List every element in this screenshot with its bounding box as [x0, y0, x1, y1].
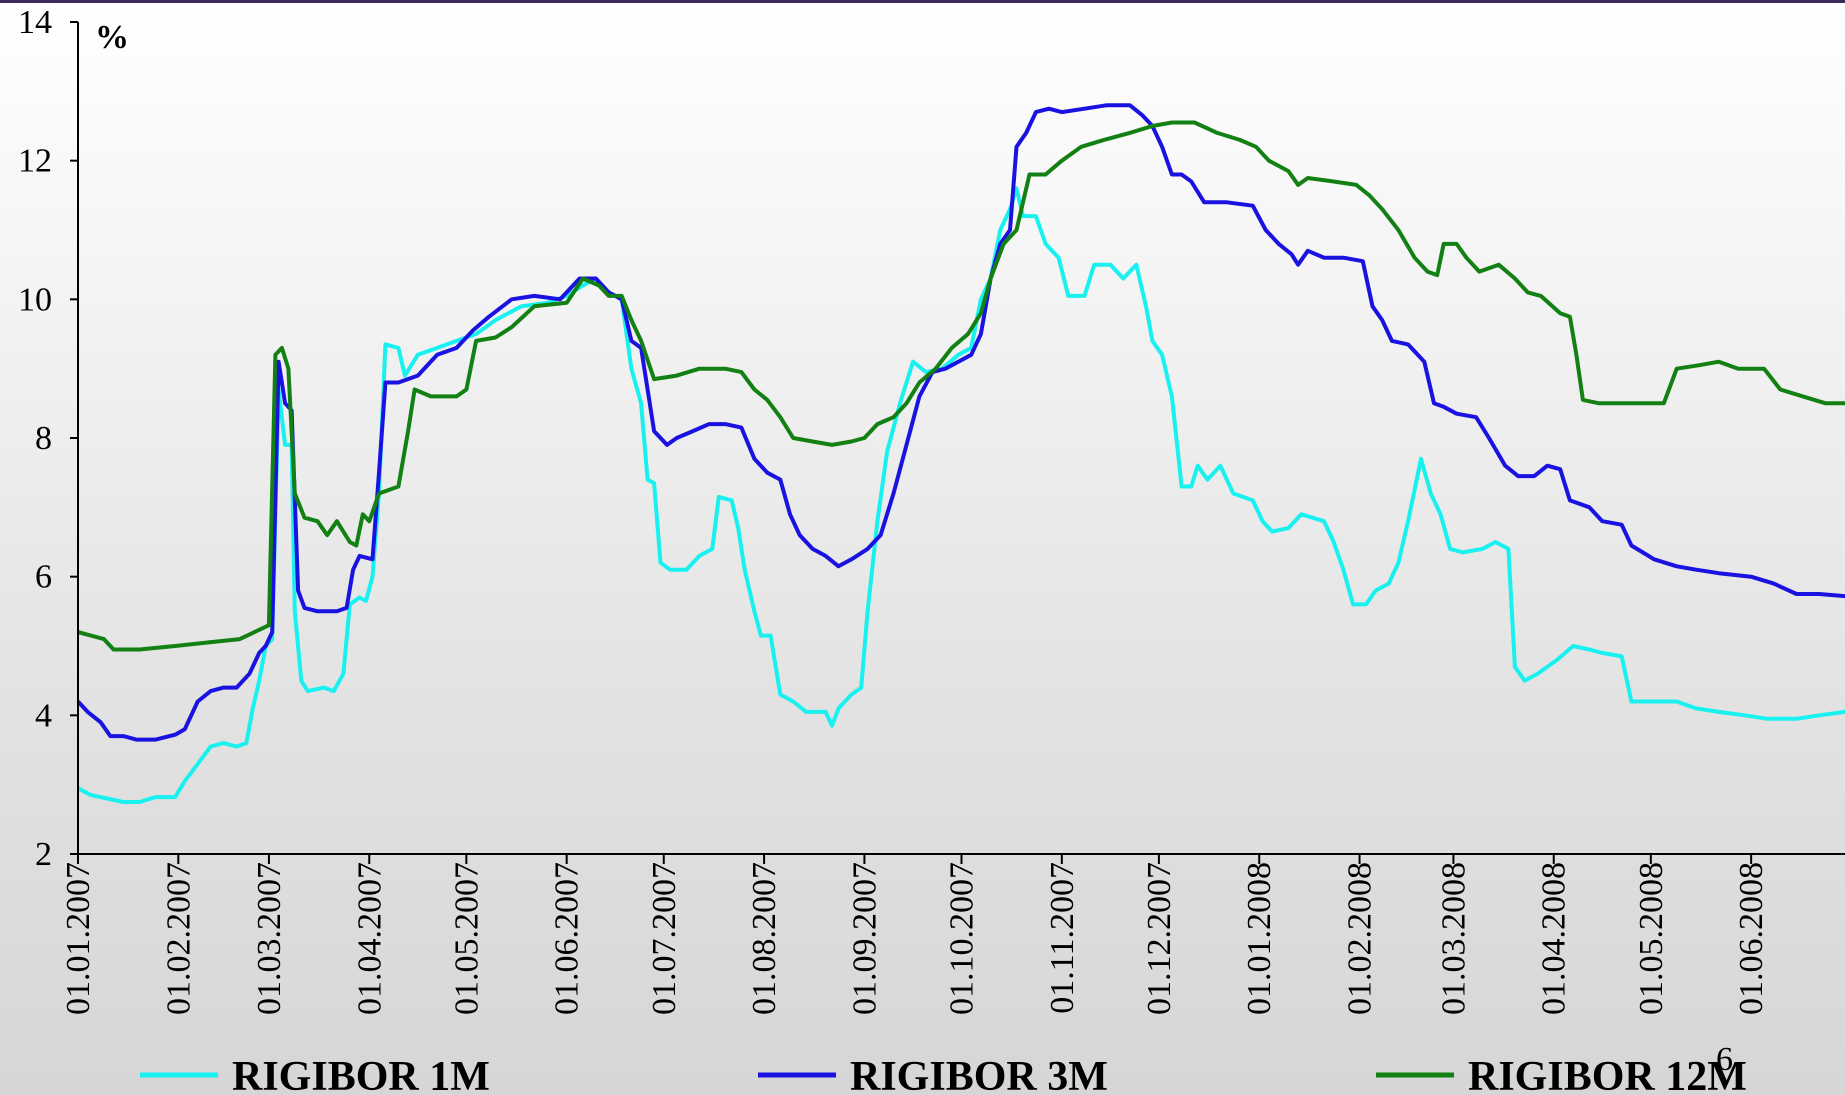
y-tick-label: 14: [18, 4, 52, 41]
x-tick-label: 01.02.2007: [160, 862, 197, 1015]
x-tick-label: 01.01.2008: [1241, 862, 1278, 1015]
y-tick-label: 6: [35, 559, 52, 596]
x-tick-label: 01.03.2008: [1435, 862, 1472, 1015]
x-tick-label: 01.06.2008: [1733, 862, 1770, 1015]
x-tick-label: 01.11.2007: [1044, 862, 1081, 1014]
y-axis-ticks: 2 4 6 8 10 12 14: [18, 4, 78, 873]
x-tick-label: 01.04.2007: [351, 862, 388, 1015]
x-axis-ticks: 01.01.2007 01.02.2007 01.03.2007 01.04.2007…: [60, 854, 1770, 1015]
series-line-1: [77, 186, 1845, 804]
x-tick-label: 01.03.2007: [251, 862, 288, 1015]
legend-label-1: RIGIBOR 1M: [232, 1054, 490, 1095]
legend-label-3: RIGIBOR 12M: [1468, 1054, 1747, 1095]
series-line-3: [77, 120, 1845, 652]
x-tick-label: 01.08.2007: [746, 862, 783, 1015]
x-tick-label: 01.04.2008: [1536, 862, 1573, 1015]
axes: [77, 22, 1845, 855]
legend-label-2: RIGIBOR 3M: [850, 1054, 1108, 1095]
x-tick-label: 01.07.2007: [646, 862, 683, 1015]
series-lines: [76, 103, 1845, 804]
x-tick-label: 01.05.2008: [1633, 862, 1670, 1015]
y-tick-label: 8: [35, 420, 52, 457]
y-tick-label: 4: [35, 697, 52, 734]
x-tick-label: 01.01.2007: [60, 862, 97, 1015]
series-line-2: [76, 103, 1845, 742]
legend: RIGIBOR 1M RIGIBOR 3M RIGIBOR 12M: [140, 1054, 1747, 1095]
x-tick-label: 01.05.2007: [448, 862, 485, 1015]
top-border: [0, 0, 1845, 3]
page-number: 6: [1716, 1041, 1733, 1078]
y-tick-label: 10: [18, 281, 52, 318]
x-tick-label: 01.10.2007: [944, 862, 981, 1015]
y-tick-label: 2: [35, 836, 52, 873]
y-axis-label: %: [95, 19, 129, 56]
x-tick-label: 01.12.2007: [1141, 862, 1178, 1015]
x-tick-label: 01.06.2007: [549, 862, 586, 1015]
x-tick-label: 01.09.2007: [846, 862, 883, 1015]
x-tick-label: 01.02.2008: [1342, 862, 1379, 1015]
y-tick-label: 12: [18, 143, 52, 180]
